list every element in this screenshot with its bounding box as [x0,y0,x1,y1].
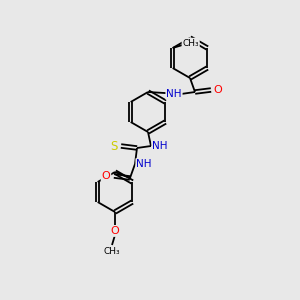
Text: O: O [214,85,222,95]
Text: O: O [111,226,119,236]
Text: CH₃: CH₃ [104,248,120,256]
Text: NH: NH [152,141,168,151]
Text: NH: NH [166,89,182,99]
Text: O: O [102,171,110,181]
Text: NH: NH [136,159,152,169]
Text: S: S [110,140,118,152]
Text: CH₃: CH₃ [182,38,199,47]
